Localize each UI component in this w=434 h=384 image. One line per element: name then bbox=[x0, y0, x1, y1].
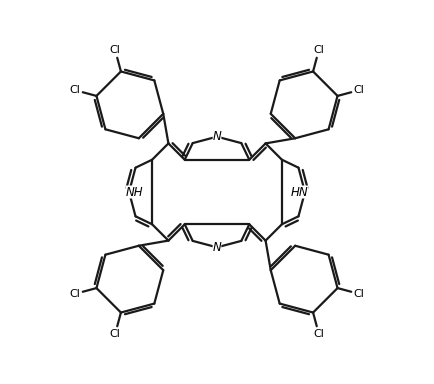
Text: Cl: Cl bbox=[110, 329, 121, 339]
Text: Cl: Cl bbox=[69, 289, 80, 299]
Text: HN: HN bbox=[291, 185, 309, 199]
Text: N: N bbox=[213, 130, 221, 143]
Text: Cl: Cl bbox=[110, 45, 121, 55]
Text: Cl: Cl bbox=[313, 45, 324, 55]
Text: Cl: Cl bbox=[69, 85, 80, 95]
Text: NH: NH bbox=[125, 185, 143, 199]
Text: Cl: Cl bbox=[354, 85, 365, 95]
Text: N: N bbox=[213, 241, 221, 254]
Text: Cl: Cl bbox=[354, 289, 365, 299]
Text: Cl: Cl bbox=[313, 329, 324, 339]
